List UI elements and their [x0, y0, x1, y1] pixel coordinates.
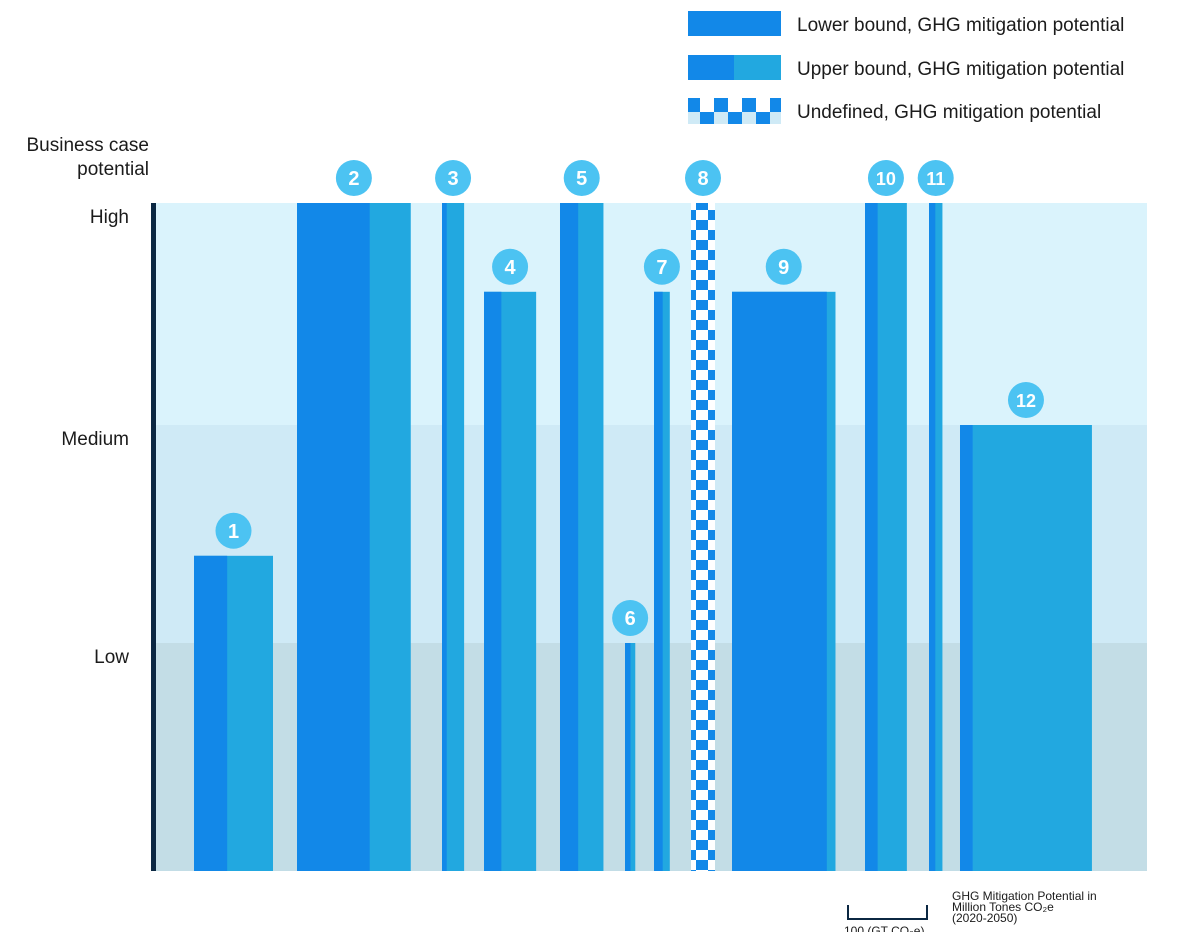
- bar-badge: [1007, 382, 1044, 418]
- legend-swatch-undefined: [688, 98, 781, 124]
- bar-badge: [435, 160, 472, 196]
- bar-badge-label: 12: [1016, 391, 1036, 411]
- bar-upper-bound: [442, 203, 465, 871]
- bar-7: 7: [643, 248, 680, 871]
- bar-badge-label: 5: [576, 168, 587, 190]
- y-axis: Low Medium High Business case potential: [26, 135, 156, 871]
- bar-lower-bound: [484, 291, 502, 871]
- y-tick-label: Medium: [61, 429, 129, 450]
- bar-1: 1: [194, 512, 273, 871]
- bar-badge: [612, 600, 649, 636]
- y-axis-line: [151, 203, 156, 871]
- bar-lower-bound: [442, 203, 447, 871]
- legend-item: Undefined, GHG mitigation potential: [688, 98, 1101, 124]
- bar-badge: [215, 512, 252, 549]
- bar-badge-label: 3: [447, 168, 458, 190]
- bar-badge-label: 4: [505, 257, 517, 279]
- y-tick-label: High: [90, 207, 129, 228]
- bar-badge-label: 9: [778, 257, 789, 279]
- bar-9: 9: [732, 248, 836, 871]
- bar-badge-label: 1: [228, 521, 239, 543]
- scale-bar: 100 (GT CO₂e) GHG Mitigation Potential in…: [844, 889, 1097, 932]
- bar-badge-label: 6: [625, 608, 636, 630]
- x-unit-note: Million Tones CO₂e: [952, 900, 1054, 914]
- bar-badge: [563, 160, 600, 196]
- bar-lower-bound: [194, 555, 228, 871]
- scale-bar-label: 100 (GT CO₂e): [844, 924, 924, 932]
- y-axis-title: Business case: [26, 135, 149, 156]
- legend-item: Lower bound, GHG mitigation potential: [688, 11, 1124, 36]
- bar-badge-label: 10: [876, 169, 896, 189]
- bar-badge: [643, 248, 680, 285]
- bar-5: 5: [560, 160, 604, 871]
- scale-bar-line: [847, 905, 928, 920]
- y-axis-title: potential: [77, 159, 149, 180]
- legend-label: Undefined, GHG mitigation potential: [797, 102, 1101, 123]
- bar-badge: [867, 160, 904, 196]
- bar-6: 6: [612, 600, 649, 871]
- bar-badge: [765, 248, 802, 285]
- legend: Lower bound, GHG mitigation potential Upp…: [688, 11, 1124, 124]
- bar-10: 10: [865, 160, 907, 871]
- legend-item: Upper bound, GHG mitigation potential: [688, 55, 1124, 80]
- bar-badge-label: 8: [697, 168, 708, 190]
- bar-lower-bound: [654, 291, 663, 871]
- legend-swatch-lower: [688, 11, 781, 36]
- bar-badge: [492, 248, 529, 285]
- bar-3: 3: [435, 160, 472, 871]
- bar-badge-label: 7: [656, 257, 667, 279]
- bar-lower-bound: [732, 291, 827, 871]
- x-unit-note: GHG Mitigation Potential in: [952, 889, 1097, 903]
- bar-badge: [335, 160, 372, 196]
- bar-badge-label: 11: [926, 169, 945, 189]
- legend-swatch-upper-lower-part: [688, 55, 734, 80]
- bar-lower-bound: [560, 203, 579, 871]
- bar-upper-bound: [960, 425, 1092, 871]
- bar-lower-bound: [625, 643, 631, 871]
- bar-lower-bound: [297, 203, 370, 871]
- y-tick-label: Low: [94, 647, 129, 668]
- bar-lower-bound: [929, 203, 936, 871]
- bar-11: 11: [917, 160, 954, 871]
- bar-12: 12: [960, 382, 1092, 871]
- bar-4: 4: [484, 248, 537, 871]
- bar-lower-bound: [960, 425, 973, 871]
- legend-label: Lower bound, GHG mitigation potential: [797, 15, 1124, 36]
- bar-badge: [917, 160, 954, 196]
- bar-badge: [685, 160, 721, 196]
- x-unit-note: (2020-2050): [952, 911, 1017, 925]
- bar-2: 2: [297, 160, 411, 871]
- bar-8: 8: [685, 160, 721, 871]
- bar-lower-bound: [865, 203, 878, 871]
- legend-label: Upper bound, GHG mitigation potential: [797, 59, 1124, 80]
- bar-badge-label: 2: [348, 168, 359, 190]
- bar-undefined: [691, 203, 715, 871]
